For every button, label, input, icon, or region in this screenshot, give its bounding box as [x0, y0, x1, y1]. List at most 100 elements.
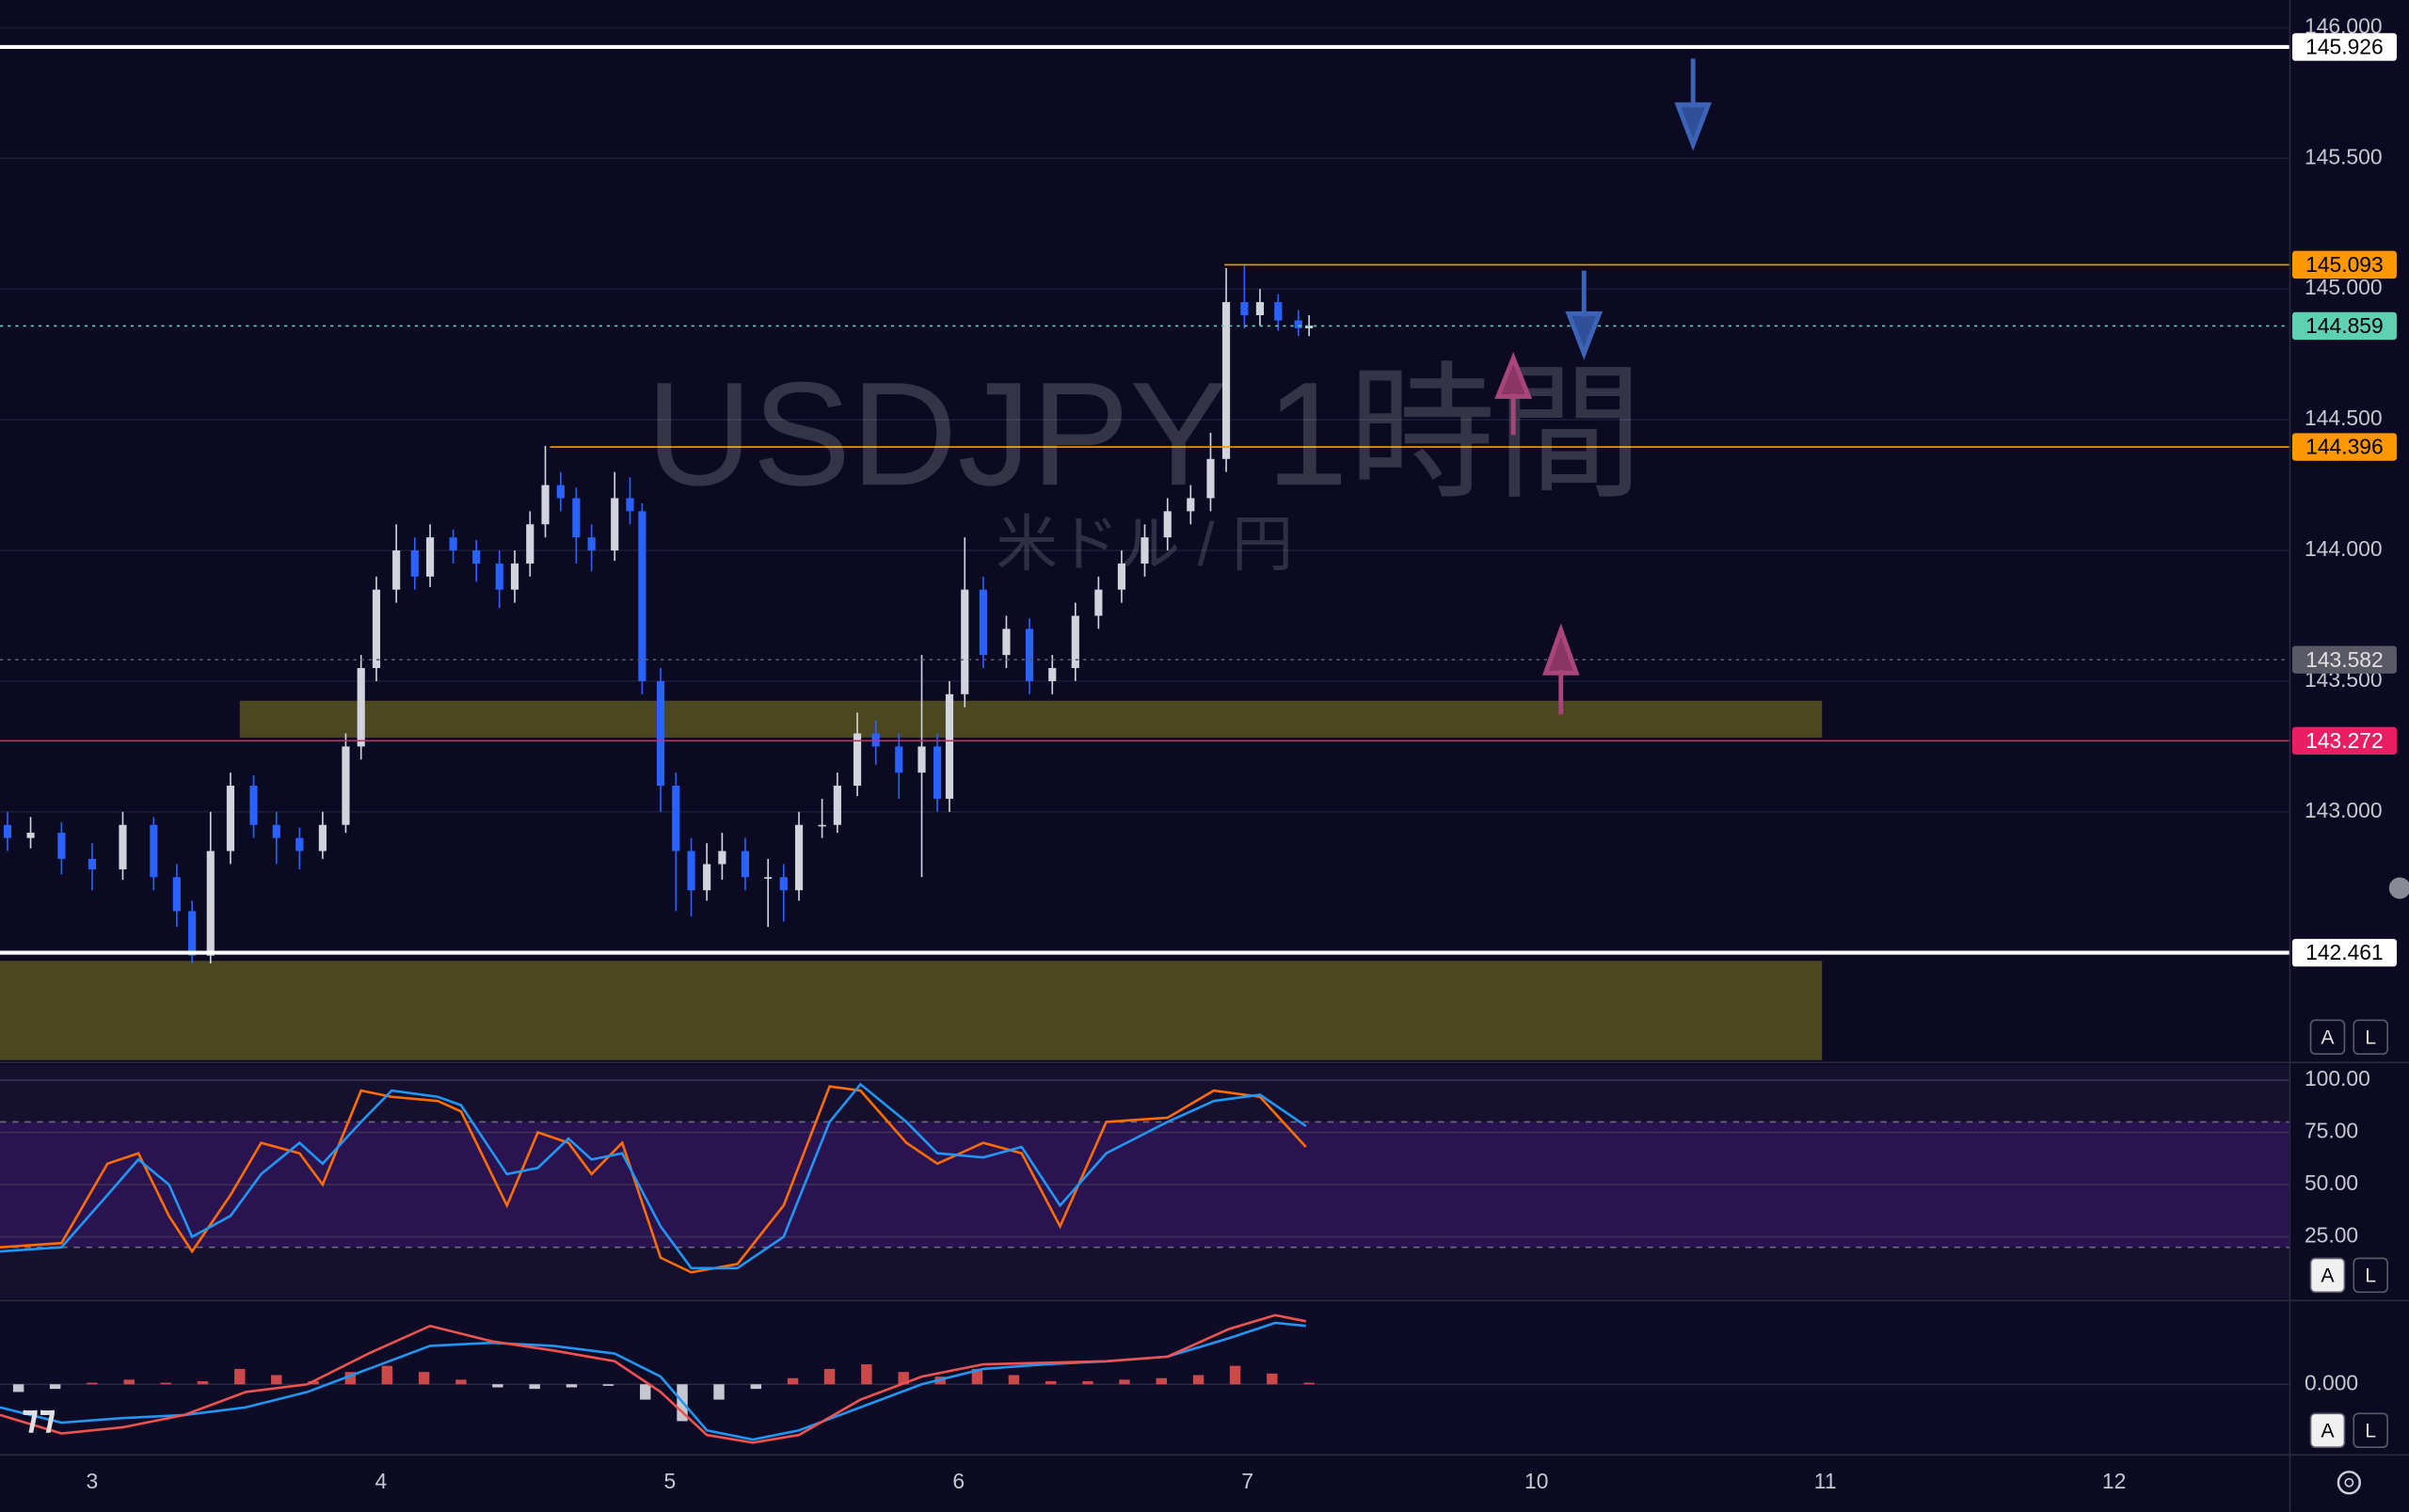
macd-histogram-bar [308, 1380, 319, 1385]
candle-body [392, 550, 401, 590]
candle-body [556, 485, 565, 499]
price-tag [2291, 645, 2397, 674]
scale-button-label[interactable]: L [2365, 1265, 2376, 1287]
macd-histogram-bar [823, 1368, 836, 1385]
macd-histogram-bar [234, 1368, 246, 1385]
scale-button-label[interactable]: L [2365, 1027, 2376, 1049]
candle-body [172, 877, 181, 912]
macd-histogram-bar [566, 1384, 578, 1388]
price-tag-label: 143.272 [2305, 728, 2384, 753]
scale-button-label[interactable]: L [2365, 1420, 2376, 1441]
y-tick-label: 143.000 [2305, 798, 2383, 822]
candle-body [833, 786, 841, 825]
logo-mark: ⁊⁊ [22, 1397, 56, 1436]
price-tag [2291, 250, 2397, 279]
candle-body [779, 877, 788, 891]
macd-histogram-bar [713, 1384, 725, 1400]
candle-body [853, 733, 862, 787]
price-tag [2291, 726, 2397, 755]
scale-button-label[interactable]: A [2321, 1265, 2335, 1287]
arrow-up [1494, 352, 1533, 436]
candle-body [1117, 563, 1126, 590]
candle-body [150, 824, 158, 878]
price-tag-label: 145.926 [2305, 35, 2384, 59]
candle-body [818, 824, 826, 827]
macd-histogram-bar [529, 1384, 540, 1390]
x-tick-label: 10 [1524, 1469, 1548, 1493]
macd-histogram-bar [1119, 1379, 1130, 1385]
settings-icon[interactable] [2337, 1471, 2361, 1495]
price-tag-label: 143.582 [2305, 647, 2384, 672]
macd-histogram-bar [861, 1364, 872, 1385]
scale-button-label[interactable]: A [2321, 1420, 2335, 1441]
candle-body [917, 746, 926, 773]
scale-button[interactable] [2353, 1019, 2388, 1056]
candle-body [26, 833, 35, 838]
macd-histogram-bar [1156, 1377, 1167, 1385]
price-tag-label: 145.093 [2305, 252, 2384, 277]
candle-body [687, 851, 695, 891]
macd-histogram-bar [1229, 1365, 1241, 1385]
candle-body [945, 693, 954, 799]
candle-body [1094, 589, 1103, 616]
macd-histogram-bar [1082, 1380, 1093, 1385]
candle-body [1206, 458, 1215, 499]
x-tick-label: 7 [1241, 1469, 1253, 1493]
candle-body [1274, 302, 1283, 321]
scale-button[interactable] [2309, 1412, 2346, 1449]
candle-body [1071, 615, 1079, 669]
candle-body [718, 851, 726, 865]
scale-button[interactable] [2353, 1257, 2388, 1294]
watermark-subtitle: 米ドル / 円 [997, 509, 1294, 578]
candle-body [656, 680, 665, 787]
settings-gear[interactable] [2337, 1471, 2361, 1495]
candle-body [672, 786, 680, 851]
macd-histogram-bar [1192, 1375, 1204, 1385]
candle-body [226, 786, 235, 851]
candle-body [88, 858, 97, 869]
candle-body [410, 550, 419, 577]
scale-button-label[interactable]: A [2321, 1027, 2335, 1049]
scroll-handle[interactable] [2388, 877, 2409, 899]
candle-body [626, 498, 634, 512]
candle-body [206, 851, 215, 956]
candle-body [961, 589, 969, 694]
candle-body [1002, 629, 1011, 656]
candle-body [741, 851, 750, 878]
scale-button[interactable] [2309, 1257, 2346, 1294]
x-tick-label: 11 [1814, 1469, 1837, 1493]
x-tick-label: 6 [952, 1469, 965, 1493]
indicator-line [0, 1313, 1307, 1444]
candle-body [703, 864, 711, 891]
macd-histogram-bar [197, 1380, 209, 1385]
x-tick-label: 3 [87, 1469, 99, 1493]
candle-body [526, 524, 534, 564]
candle-body [449, 537, 457, 551]
macd-histogram-bar [381, 1365, 393, 1385]
candle-body [372, 589, 381, 669]
candle-body [979, 589, 987, 656]
macd-histogram-bar [1303, 1382, 1315, 1385]
y-tick-label: 144.500 [2305, 406, 2383, 430]
candle-body [871, 733, 880, 747]
settings-gear-center [2344, 1477, 2354, 1488]
price-tag [2291, 33, 2397, 61]
macd-histogram-bar [49, 1384, 61, 1390]
price-tag [2291, 433, 2397, 461]
candle-body [188, 911, 197, 956]
candle-body [933, 746, 942, 799]
y-tick-label: 50.00 [2305, 1170, 2358, 1195]
y-tick-label: 100.00 [2305, 1066, 2370, 1090]
macd-histogram-bar [492, 1384, 503, 1388]
scale-button[interactable] [2309, 1019, 2346, 1056]
watermark-title: USDJPY 1時間 [646, 352, 1644, 517]
candle-body [1240, 302, 1249, 315]
candle-body [357, 668, 365, 747]
x-tick-label: 4 [375, 1469, 388, 1493]
x-tick-label: 5 [663, 1469, 676, 1493]
logo: ⁊⁊ [22, 1397, 56, 1436]
scale-button[interactable] [2353, 1412, 2388, 1449]
y-tick-label: 145.000 [2305, 275, 2383, 299]
